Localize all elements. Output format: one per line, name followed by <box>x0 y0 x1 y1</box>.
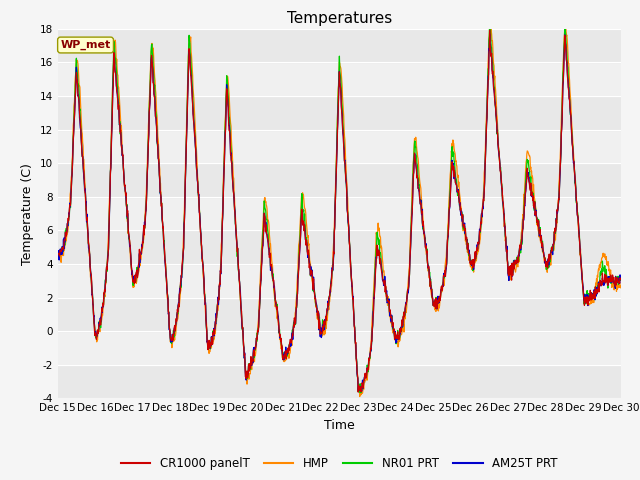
Text: WP_met: WP_met <box>60 40 111 50</box>
Bar <box>58 197 621 230</box>
Bar <box>58 130 621 163</box>
Bar <box>58 163 621 197</box>
Bar <box>58 230 621 264</box>
Legend: CR1000 panelT, HMP, NR01 PRT, AM25T PRT: CR1000 panelT, HMP, NR01 PRT, AM25T PRT <box>116 452 562 475</box>
Bar <box>58 96 621 130</box>
Bar <box>58 29 621 62</box>
Title: Temperatures: Temperatures <box>287 11 392 26</box>
X-axis label: Time: Time <box>324 419 355 432</box>
Bar <box>58 62 621 96</box>
Y-axis label: Temperature (C): Temperature (C) <box>21 163 34 264</box>
Bar <box>58 264 621 298</box>
Bar <box>58 298 621 331</box>
Bar <box>58 331 621 365</box>
Bar <box>58 365 621 398</box>
